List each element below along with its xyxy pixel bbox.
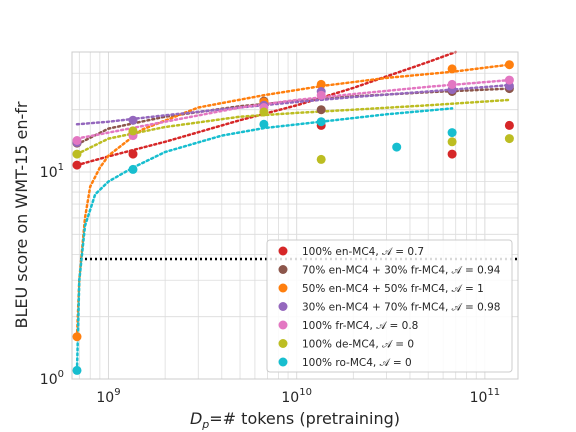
data-point — [447, 128, 457, 138]
x-tick-label: 1010 — [281, 387, 312, 406]
data-point — [128, 164, 138, 174]
data-point — [316, 90, 326, 100]
data-point — [72, 365, 82, 375]
data-point — [504, 120, 514, 130]
legend-marker — [278, 339, 288, 348]
fit-curve — [75, 98, 511, 156]
x-tick-label: 1011 — [470, 387, 501, 406]
data-point — [504, 60, 514, 70]
plot-frame — [71, 51, 519, 380]
data-point — [128, 126, 138, 136]
data-point — [447, 79, 457, 89]
data-point — [128, 115, 138, 125]
legend-box — [266, 239, 513, 373]
data-point — [447, 149, 457, 159]
data-point — [447, 137, 457, 147]
data-point — [72, 332, 82, 342]
data-point — [72, 160, 82, 170]
fit-curve — [75, 107, 454, 372]
tick-exponent: 11 — [487, 387, 500, 398]
tick-base: 10 — [281, 390, 299, 406]
y-axis-label: BLEU score on WMT-15 en-fr — [12, 101, 31, 328]
data-point — [259, 119, 269, 129]
x-tick-label: 109 — [96, 387, 120, 406]
legend: 100% en-MC4, 𝒜 = 0.7 70% en-MC4 + 30% fr-… — [266, 239, 513, 373]
legend-label: 50% en-MC4 + 50% fr-MC4, 𝒜 = 1 — [302, 283, 484, 295]
legend-label: 100% en-MC4, 𝒜 = 0.7 — [302, 246, 424, 258]
data-point — [392, 142, 402, 152]
tick-base: 10 — [470, 390, 488, 406]
data-point — [504, 75, 514, 85]
tick-exponent: 0 — [58, 369, 64, 380]
data-point — [128, 149, 138, 159]
data-point — [316, 117, 326, 127]
tick-exponent: 9 — [114, 387, 120, 398]
fit-curve — [75, 50, 457, 167]
y-tick-label: 100 — [40, 369, 64, 388]
legend-marker — [278, 302, 288, 311]
legend-marker — [278, 357, 288, 367]
x-axis-label: Dp=# tokens (pretraining) — [190, 409, 400, 431]
data-points — [72, 60, 514, 375]
legend-label: 70% en-MC4 + 30% fr-MC4, 𝒜 = 0.94 — [302, 265, 501, 277]
tick-base: 10 — [40, 165, 58, 181]
tick-exponent: 1 — [58, 162, 64, 173]
legend-label: 100% de-MC4, 𝒜 = 0 — [302, 339, 414, 351]
fit-curve — [75, 63, 511, 338]
data-point — [504, 134, 514, 144]
legend-items: 100% en-MC4, 𝒜 = 0.7 70% en-MC4 + 30% fr-… — [278, 246, 501, 369]
data-point — [72, 149, 82, 159]
data-point — [72, 136, 82, 145]
legend-marker — [278, 283, 288, 293]
data-point — [316, 154, 326, 164]
x-tick-labels: 109 1010 1011 — [96, 387, 500, 406]
data-point — [316, 79, 326, 89]
y-tick-label: 101 — [40, 162, 64, 181]
tick-exponent: 10 — [299, 387, 312, 398]
legend-marker — [278, 246, 288, 256]
legend-marker — [278, 265, 288, 274]
legend-label: 30% en-MC4 + 70% fr-MC4, 𝒜 = 0.98 — [302, 302, 500, 314]
data-point — [447, 64, 457, 74]
tick-base: 10 — [96, 390, 114, 406]
legend-label: 100% fr-MC4, 𝒜 = 0.8 — [302, 320, 418, 332]
legend-label: 100% ro-MC4, 𝒜 = 0 — [302, 357, 412, 369]
data-point — [316, 105, 326, 115]
tick-base: 10 — [40, 372, 58, 388]
legend-marker — [278, 320, 288, 330]
data-point — [259, 107, 269, 117]
